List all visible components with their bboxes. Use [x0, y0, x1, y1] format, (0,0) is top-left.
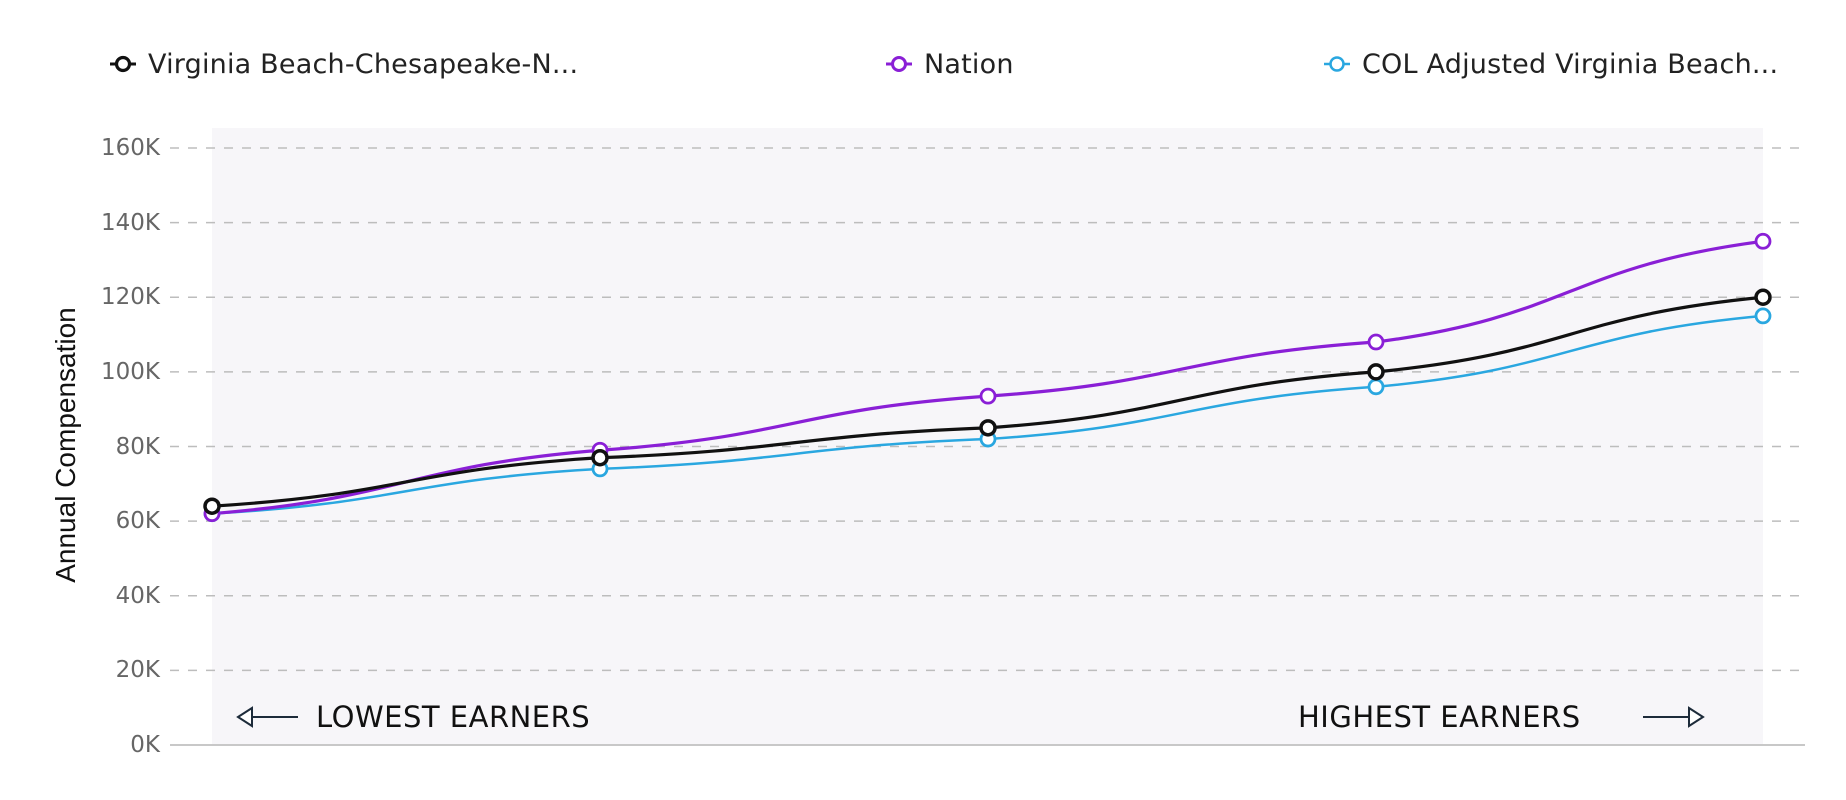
- y-tick-label: 0K: [130, 732, 160, 758]
- y-tick-label: 20K: [115, 657, 160, 684]
- chart-legend: Virginia Beach-Chesapeake-N... Nation CO…: [0, 44, 1846, 84]
- y-tick-label: 60K: [115, 508, 160, 535]
- legend-item-virginia-beach[interactable]: Virginia Beach-Chesapeake-N...: [110, 44, 578, 84]
- highest-earners-annotation: HIGHEST EARNERS: [1298, 700, 1705, 734]
- y-tick-label: 120K: [101, 284, 160, 311]
- y-tick-label: 100K: [101, 358, 160, 385]
- y-tick-label: 160K: [101, 135, 160, 161]
- data-point-marker: [203, 497, 221, 515]
- data-point-marker: [1367, 378, 1385, 396]
- arrow-right-icon: [1642, 706, 1705, 728]
- arrow-left-icon: [236, 706, 298, 728]
- y-tick-label: 140K: [101, 209, 160, 236]
- data-point-marker: [1754, 288, 1772, 306]
- y-tick-label: 40K: [115, 582, 160, 609]
- lowest-earners-label: LOWEST EARNERS: [316, 700, 591, 734]
- legend-item-nation[interactable]: Nation: [886, 44, 1014, 84]
- circle-marker-icon: [1324, 56, 1350, 72]
- data-point-marker: [1367, 333, 1385, 351]
- circle-marker-icon: [886, 56, 912, 72]
- legend-label: Nation: [924, 48, 1014, 80]
- data-point-marker: [979, 419, 997, 437]
- data-point-marker: [1367, 363, 1385, 381]
- legend-label: Virginia Beach-Chesapeake-N...: [148, 48, 579, 80]
- data-point-marker: [591, 448, 609, 467]
- circle-marker-icon: [110, 55, 136, 73]
- data-point-marker: [1754, 307, 1772, 325]
- series-markers: [203, 232, 1772, 523]
- y-tick-label: 80K: [115, 433, 160, 460]
- data-point-marker: [979, 387, 997, 405]
- lowest-earners-annotation: LOWEST EARNERS: [236, 700, 590, 734]
- highest-earners-label: HIGHEST EARNERS: [1298, 700, 1581, 734]
- data-point-marker: [1754, 232, 1772, 250]
- legend-label: COL Adjusted Virginia Beach...: [1362, 48, 1779, 80]
- legend-item-col-adjusted[interactable]: COL Adjusted Virginia Beach...: [1324, 44, 1778, 84]
